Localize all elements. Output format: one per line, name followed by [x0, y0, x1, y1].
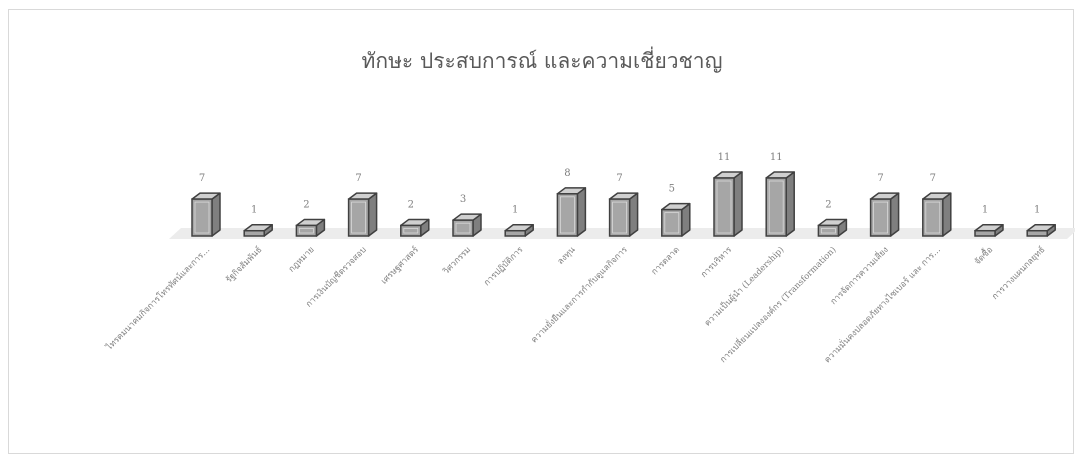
data-label: 7	[199, 173, 205, 184]
data-label: 2	[303, 199, 309, 210]
bar	[191, 192, 221, 237]
chart-title: ทักษะ ประสบการณ์ และความเชี่ยวชาญ	[362, 46, 723, 73]
category-label: การตลาด	[650, 245, 682, 277]
bar	[608, 192, 639, 237]
bar	[504, 223, 534, 237]
bar	[922, 192, 952, 237]
category-label: กฎหมาย	[287, 245, 317, 275]
data-label: 11	[718, 152, 731, 163]
category-label: เศรษฐศาสตร์	[379, 244, 421, 286]
category-label: การวางแผนกลยุทธ์	[990, 244, 1048, 302]
category-label: จัดซื้อ	[972, 244, 996, 268]
data-label: 3	[460, 194, 466, 205]
data-label: 8	[564, 168, 570, 179]
data-label: 2	[825, 199, 831, 210]
data-label: 1	[512, 205, 518, 216]
bar	[1026, 223, 1056, 237]
category-label: ความยั่งยืนและการกำกับดูแลกิจการ	[528, 243, 630, 345]
bar	[661, 202, 691, 237]
category-label: ลงทุน	[556, 245, 578, 267]
bar	[817, 218, 848, 237]
bar	[869, 192, 900, 237]
data-label: 2	[408, 199, 414, 210]
bar	[347, 192, 378, 237]
category-label: การเปลี่ยนแปลงองค์กร (Transformation)	[717, 244, 839, 366]
bar	[556, 187, 587, 237]
bar	[452, 213, 482, 237]
data-label: 5	[669, 184, 675, 195]
category-label: การปฏิบัติการ	[482, 245, 525, 288]
bar	[295, 218, 326, 237]
bar	[765, 171, 795, 237]
category-label: ไทรคมนาคมกิจการโทรทัศน์และการ…	[103, 244, 212, 353]
data-label: 7	[877, 173, 883, 184]
category-label: การบริหาร	[699, 245, 734, 280]
data-label: 11	[770, 152, 783, 163]
bar	[243, 223, 273, 237]
category-label: วิศวกรรม	[441, 245, 473, 277]
data-label: 7	[930, 173, 936, 184]
data-label: 1	[251, 205, 257, 216]
bar-chart: ทักษะ ประสบการณ์ และความเชี่ยวชาญ 7 ไทรคม…	[103, 46, 1075, 366]
bar	[400, 218, 430, 237]
category-label: ความมั่นคงปลอดภัยทางไซเบอร์ และ การ…	[821, 244, 943, 366]
bar	[713, 171, 743, 237]
data-label: 1	[982, 205, 988, 216]
bar	[974, 223, 1004, 237]
data-label: 7	[616, 173, 622, 184]
data-label: 1	[1034, 205, 1040, 216]
data-label: 7	[355, 173, 361, 184]
category-label: รัฐกิจสัมพันธ์	[223, 244, 264, 285]
chart-area: ทักษะ ประสบการณ์ และความเชี่ยวชาญ 7 ไทรคม…	[8, 9, 1075, 454]
